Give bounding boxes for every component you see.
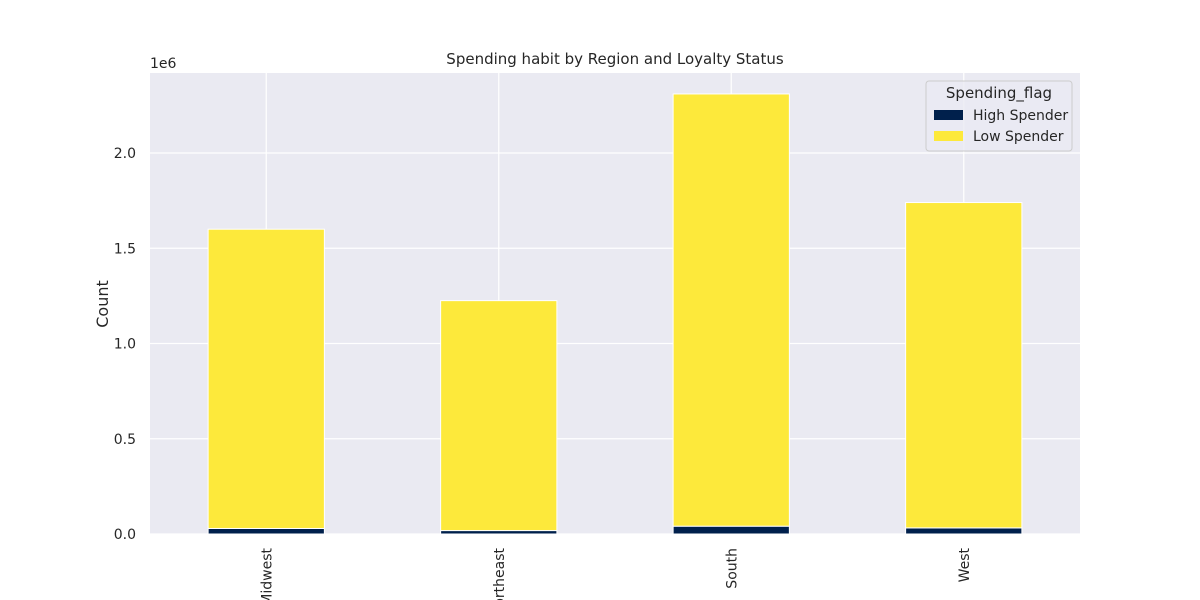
bar-high-spender-south [672, 525, 790, 535]
legend: Spending_flag High Spender Low Spender [925, 80, 1073, 152]
chart-title: Spending habit by Region and Loyalty Sta… [446, 50, 784, 68]
y-tick-label: 2.0 [114, 146, 136, 162]
x-axis-ticks: Midwest Northeast South West [259, 547, 973, 600]
y-tick-label: 1.5 [114, 241, 136, 257]
legend-swatch [934, 110, 963, 120]
bar-high-spender-midwest [207, 527, 325, 535]
x-tick-label: South [724, 548, 740, 589]
x-tick-label: Northeast [492, 547, 508, 600]
bar-low-spender-northeast [440, 300, 558, 532]
y-tick-label: 0.0 [114, 527, 136, 543]
y-axis-ticks: 0.0 0.5 1.0 1.5 2.0 [114, 146, 136, 543]
legend-swatch [934, 131, 963, 141]
legend-label: High Spender [973, 108, 1068, 124]
y-tick-label: 0.5 [114, 432, 136, 448]
y-axis-multiplier: 1e6 [150, 56, 177, 72]
bars [207, 93, 1023, 535]
bar-low-spender-west [905, 202, 1023, 529]
y-tick-label: 1.0 [114, 337, 136, 353]
x-tick-label: Midwest [259, 547, 275, 600]
bar-high-spender-west [905, 527, 1023, 535]
x-tick-label: West [957, 547, 973, 582]
legend-title: Spending_flag [946, 84, 1052, 103]
legend-items: High Spender Low Spender [934, 108, 1068, 145]
bar-high-spender-northeast [440, 530, 558, 535]
legend-label: Low Spender [973, 129, 1064, 145]
bar-low-spender-south [672, 93, 790, 527]
y-axis-label: Count [93, 280, 112, 328]
bar-low-spender-midwest [207, 228, 325, 529]
